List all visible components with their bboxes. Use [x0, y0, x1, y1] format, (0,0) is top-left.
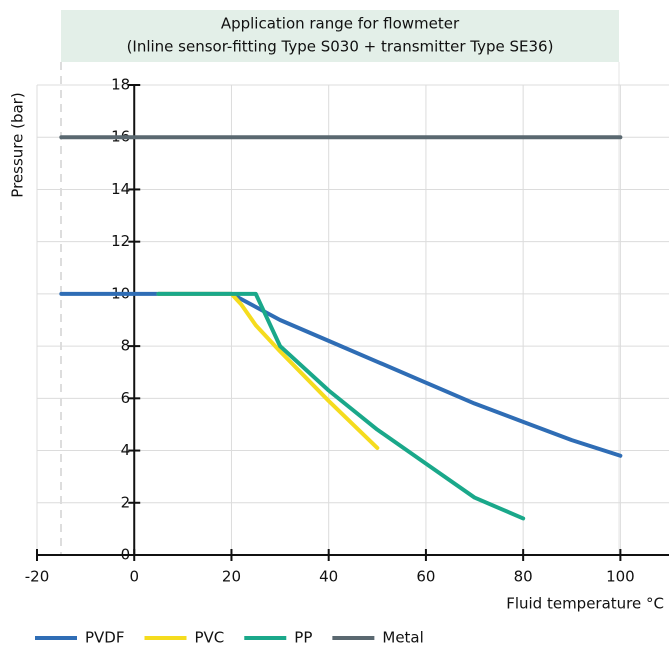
y-tick-label: 12	[111, 232, 130, 250]
y-tick-label: 8	[121, 337, 131, 355]
series-line	[156, 291, 526, 521]
y-tick-label: 2	[121, 493, 131, 511]
legend-label: Metal	[382, 629, 423, 647]
series-line	[59, 291, 623, 458]
y-tick-label: 18	[111, 76, 130, 94]
x-tick-label: 40	[319, 568, 338, 586]
y-tick-label: 14	[111, 180, 130, 198]
x-tick-label: 0	[129, 568, 139, 586]
y-axis-label: Pressure (bar)	[9, 92, 27, 197]
title-box	[61, 10, 619, 62]
x-tick-label: -20	[25, 568, 50, 586]
y-tick-label: 6	[121, 389, 131, 407]
chart-subtitle: (Inline sensor-fitting Type S030 + trans…	[127, 38, 554, 56]
x-tick-label: 20	[222, 568, 241, 586]
x-tick-label: 60	[416, 568, 435, 586]
chart-title: Application range for flowmeter	[221, 15, 460, 33]
x-tick-label: 80	[514, 568, 533, 586]
y-tick-label: 4	[121, 441, 131, 459]
x-axis-label: Fluid temperature °C	[506, 595, 664, 613]
legend-label: PVDF	[85, 629, 125, 647]
legend-label: PP	[294, 629, 312, 647]
x-tick-label: 100	[606, 568, 635, 586]
legend-label: PVC	[195, 629, 225, 647]
